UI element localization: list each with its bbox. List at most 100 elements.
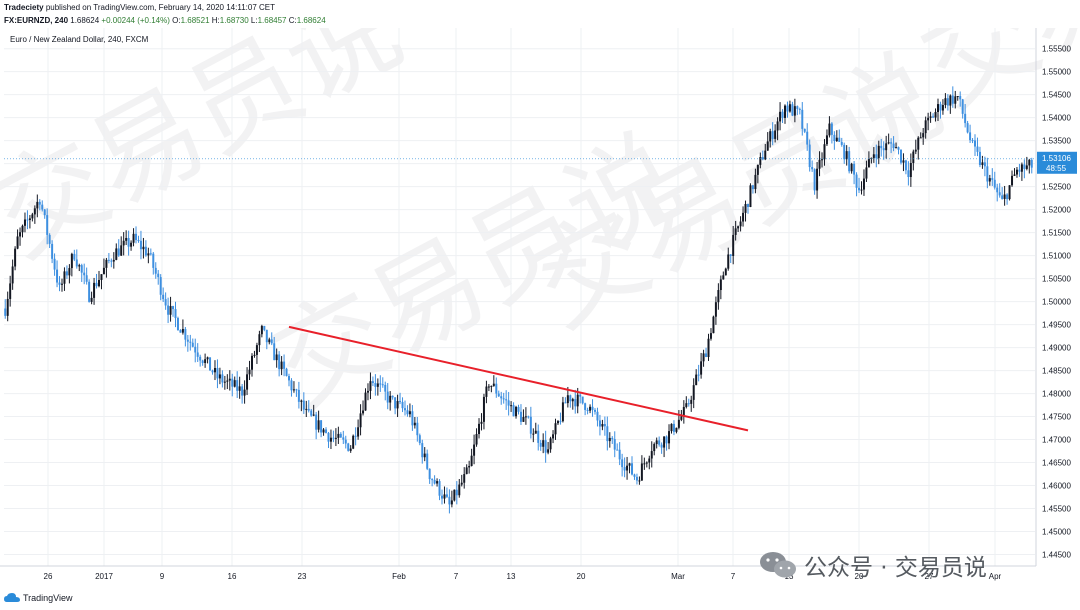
candle-body (463, 474, 466, 483)
x-tick-label: 20 (577, 572, 586, 581)
candle (19, 227, 22, 246)
candle-body (112, 259, 115, 262)
candlestick-chart[interactable]: 交易员说交易员说交易员说交易员说1.555001.550001.545001.5… (0, 28, 1080, 588)
candle-body (712, 316, 715, 334)
candle-body (601, 424, 604, 427)
high-label: H: (211, 16, 220, 25)
candle-body (497, 393, 500, 397)
candle-body (176, 318, 179, 331)
candle-body (954, 96, 957, 104)
candle-body (848, 151, 851, 172)
candle-body (944, 98, 947, 106)
candle (919, 132, 922, 139)
candle (608, 432, 611, 448)
candle-body (376, 383, 379, 387)
candle-body (801, 109, 804, 129)
candle-body (421, 443, 424, 458)
candle-body (581, 396, 584, 404)
candle (169, 296, 172, 322)
candle (959, 91, 962, 107)
candle-body (105, 259, 108, 268)
candle (791, 101, 794, 117)
candle-body (11, 266, 14, 284)
candle (877, 140, 880, 165)
candle (125, 230, 128, 246)
candle-body (233, 380, 236, 387)
candle (631, 456, 634, 476)
candle-body (823, 144, 826, 160)
candle (263, 325, 266, 332)
candle (902, 153, 905, 172)
candle (998, 183, 1001, 198)
candle-body (263, 325, 266, 330)
candle (213, 360, 216, 381)
candle (1013, 168, 1016, 177)
candle (453, 489, 456, 502)
candle (191, 338, 194, 348)
candle (895, 142, 898, 149)
candle (159, 274, 162, 301)
candle (399, 392, 402, 405)
candle (362, 400, 365, 416)
candle-body (579, 394, 582, 397)
tradingview-cloud-icon (4, 593, 20, 602)
candle-body (211, 370, 214, 373)
candle-body (663, 436, 666, 448)
candle (394, 397, 397, 415)
candle-body (167, 305, 170, 315)
candle (347, 442, 350, 452)
candle-body (33, 208, 36, 215)
candle-body (492, 383, 495, 386)
candle-body (51, 243, 54, 259)
tradingview-footer[interactable]: TradingView (4, 593, 73, 603)
candle-body (465, 467, 468, 475)
candle (663, 436, 666, 458)
candle (307, 400, 310, 413)
candle-body (238, 386, 241, 391)
candle (932, 113, 935, 118)
candle (458, 479, 461, 498)
candle-body (754, 174, 757, 190)
candle (445, 487, 448, 499)
candle (628, 462, 631, 474)
candle (821, 152, 824, 168)
candle (100, 274, 103, 290)
candle-body (796, 106, 799, 109)
candle-body (727, 254, 730, 269)
candle-body (48, 234, 51, 244)
wechat-icon (760, 552, 796, 578)
y-tick-label: 1.46000 (1042, 482, 1071, 491)
low-label: L: (250, 16, 258, 25)
candle-body (127, 238, 130, 247)
candle-body (142, 246, 145, 250)
candle (934, 108, 937, 122)
candle-body (529, 416, 532, 434)
candle-body (749, 185, 752, 208)
candle (157, 270, 160, 285)
candle (505, 390, 508, 410)
candle (616, 443, 619, 451)
candle-body (589, 406, 592, 411)
candle-body (302, 400, 305, 410)
candle (418, 433, 421, 446)
candle-body (561, 402, 564, 422)
candle-body (791, 104, 794, 116)
candle-body (396, 401, 399, 409)
candle-body (162, 294, 165, 300)
candle (1001, 187, 1004, 200)
candle-body (265, 329, 268, 343)
candle-body (1006, 194, 1009, 200)
candle-body (717, 290, 720, 303)
candle-body (283, 361, 286, 369)
candle-body (576, 394, 579, 407)
candle-body (978, 151, 981, 165)
candle (11, 259, 14, 290)
candle (974, 134, 977, 156)
candle (288, 373, 291, 387)
candle-body (157, 273, 160, 278)
candle-body (312, 414, 315, 416)
candle-body (408, 411, 411, 415)
candle (280, 356, 283, 376)
candle-body (216, 368, 219, 379)
candle (194, 338, 197, 363)
